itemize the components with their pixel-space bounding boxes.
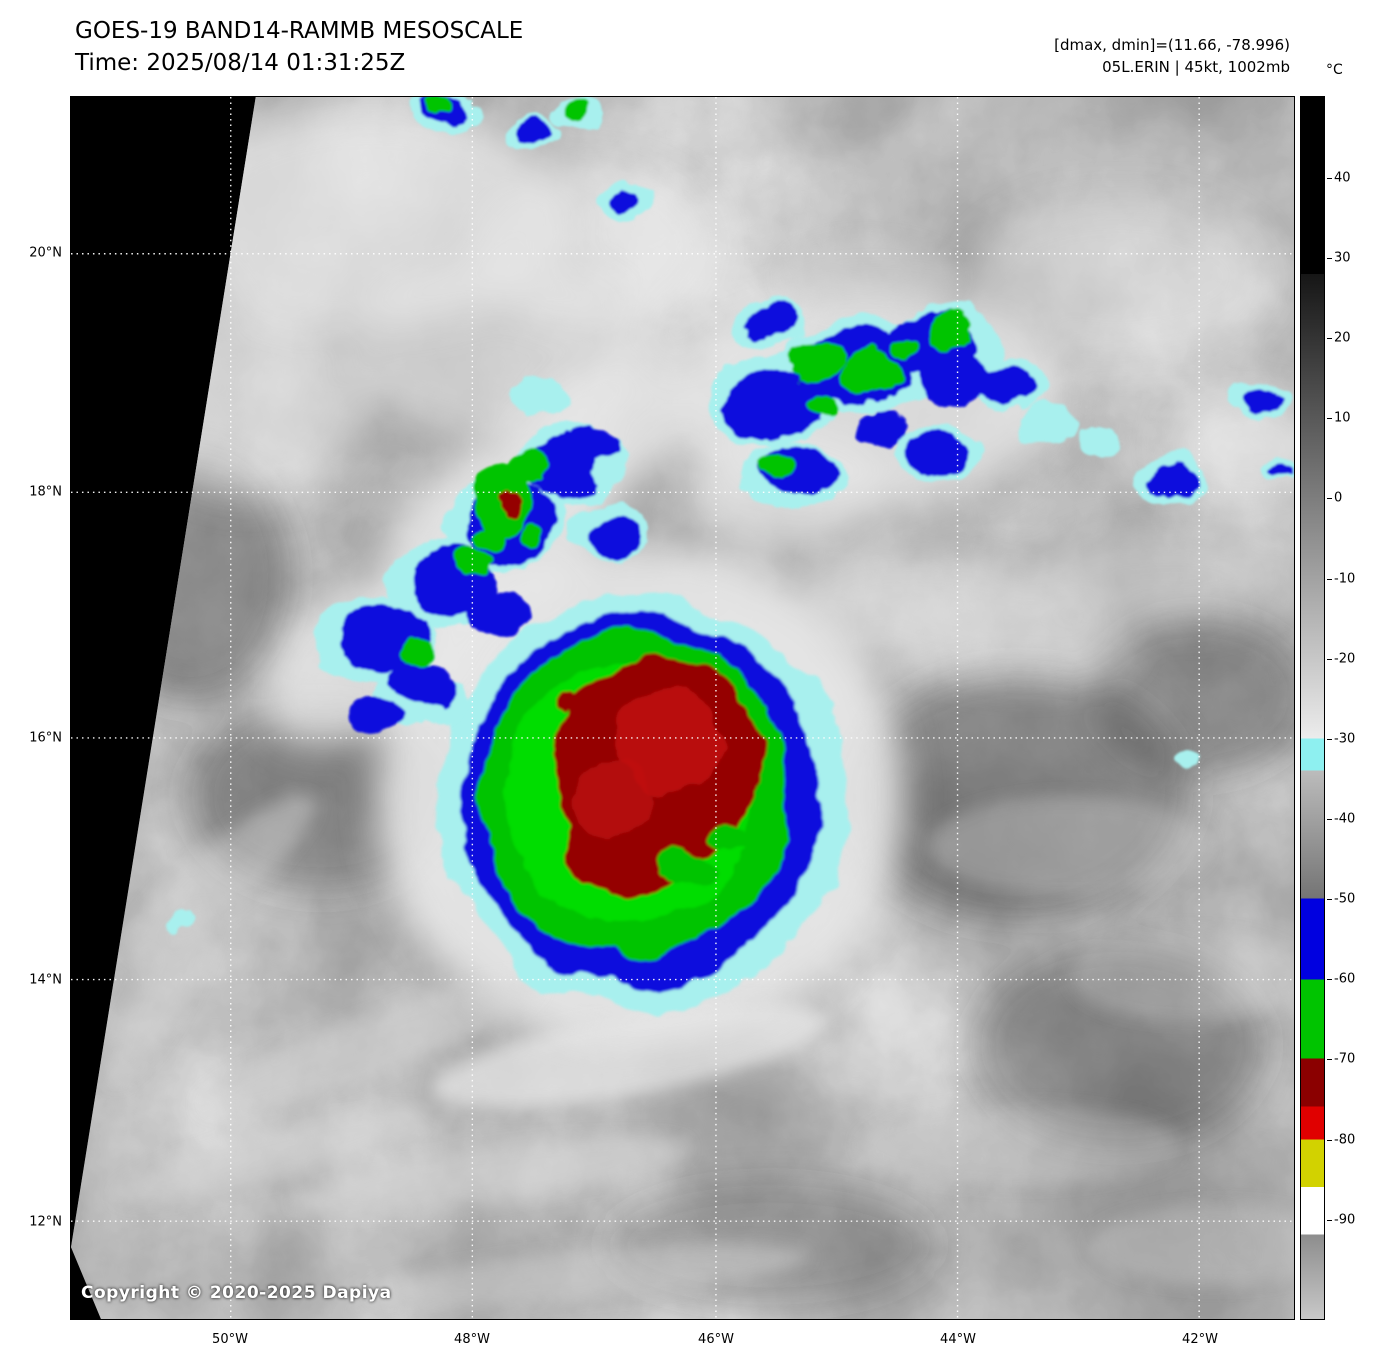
- colorbar-tickmark: [1327, 338, 1332, 339]
- colorbar-tickmark: [1327, 178, 1332, 179]
- colorbar-tick-label: 30: [1334, 250, 1351, 266]
- product-timestamp: Time: 2025/08/14 01:31:25Z: [75, 50, 406, 76]
- lat-label-18n: 18°N: [29, 484, 62, 500]
- colorbar-tickmark: [1327, 498, 1332, 499]
- colorbar-tickmark: [1327, 659, 1332, 660]
- colorbar-tick-label: 10: [1334, 410, 1351, 426]
- colorbar-unit-label: °C: [1326, 62, 1343, 78]
- colorbar-tickmark: [1327, 819, 1332, 820]
- lon-label-42w: 42°W: [1182, 1332, 1218, 1347]
- colorbar-tick-label: -30: [1334, 731, 1356, 747]
- header-info-block: [dmax, dmin]=(11.66, -78.996) 05L.ERIN |…: [1054, 34, 1290, 78]
- colorbar-tickmark: [1327, 1140, 1332, 1141]
- lon-label-48w: 48°W: [454, 1332, 490, 1347]
- colorbar-tick-label: -50: [1334, 891, 1356, 907]
- grid-lines: [71, 97, 1294, 1319]
- colorbar-tick-label: -60: [1334, 971, 1356, 987]
- isolated-cells-east: [168, 382, 1294, 930]
- product-title: GOES-19 BAND14-RAMMB MESOSCALE: [75, 18, 524, 44]
- dmax-dmin-readout: [dmax, dmin]=(11.66, -78.996): [1054, 36, 1290, 54]
- copyright-watermark: Copyright © 2020-2025 Dapiya: [81, 1283, 392, 1303]
- colorbar-tick-label: -90: [1334, 1212, 1356, 1228]
- lat-label-20n: 20°N: [29, 245, 62, 261]
- colorbar-tickmark: [1327, 739, 1332, 740]
- colorbar-tickmark: [1327, 418, 1332, 419]
- scan-area: [71, 97, 1294, 1319]
- colorbar-tickmark: [1327, 258, 1332, 259]
- convective-band-nw: [315, 376, 651, 732]
- colorbar-tickmark: [1327, 579, 1332, 580]
- colorbar-tick-label: 20: [1334, 330, 1351, 346]
- lon-label-46w: 46°W: [698, 1332, 734, 1347]
- colorbar-tickmark: [1327, 979, 1332, 980]
- colorbar-tickmark: [1327, 899, 1332, 900]
- colorbar-tick-label: -80: [1334, 1132, 1356, 1148]
- colorbar-tick-label: -10: [1334, 571, 1356, 587]
- hurricane-cold-core: [437, 594, 847, 1010]
- lon-label-50w: 50°W: [212, 1332, 248, 1347]
- lat-label-16n: 16°N: [29, 730, 62, 746]
- spiral-band-streaks: [106, 236, 1294, 1306]
- colorbar-tick-label: -40: [1334, 811, 1356, 827]
- storm-info-readout: 05L.ERIN | 45kt, 1002mb: [1102, 58, 1290, 76]
- colorbar-tickmark: [1327, 1059, 1332, 1060]
- colorbar-tick-label: -20: [1334, 651, 1356, 667]
- lon-label-44w: 44°W: [940, 1332, 976, 1347]
- lat-label-14n: 14°N: [29, 972, 62, 988]
- colorbar-tick-label: -70: [1334, 1051, 1356, 1067]
- top-edge-cells: [404, 97, 657, 219]
- satellite-map-panel: Copyright © 2020-2025 Dapiya: [70, 96, 1295, 1320]
- colorbar-tick-label: 40: [1334, 170, 1351, 186]
- colorbar-tickmark: [1327, 1220, 1332, 1221]
- lat-label-12n: 12°N: [29, 1214, 62, 1230]
- convection-cluster-ne: [708, 302, 1080, 509]
- colorbar-tick-label: 0: [1334, 490, 1343, 506]
- temperature-colorbar: [1300, 96, 1325, 1320]
- satellite-image: [71, 97, 1294, 1319]
